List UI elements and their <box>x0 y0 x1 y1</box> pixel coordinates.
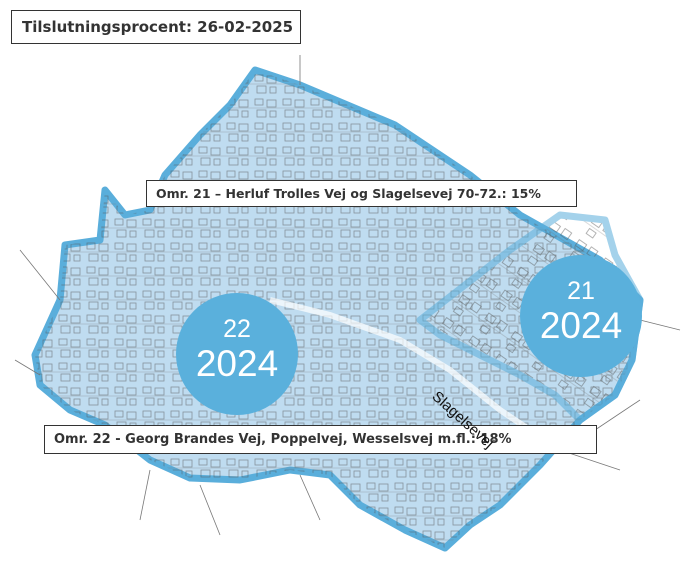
area-21-number: 21 <box>567 277 595 305</box>
map-title: Tilslutningsprocent: 26-02-2025 <box>11 10 301 44</box>
area-21-marker[interactable]: 21 2024 <box>520 255 642 377</box>
area-22-number: 22 <box>223 315 251 343</box>
area-21-year: 2024 <box>539 305 623 346</box>
area-22-marker[interactable]: 22 2024 <box>176 293 298 415</box>
area-21-label: Omr. 21 – Herluf Trolles Vej og Slagelse… <box>146 180 577 207</box>
surrounding-streets <box>14 55 681 536</box>
slagelsevej-road <box>269 297 562 453</box>
area-22-year: 2024 <box>195 343 279 384</box>
area-22-label: Omr. 22 - Georg Brandes Vej, Poppelvej, … <box>44 425 597 454</box>
